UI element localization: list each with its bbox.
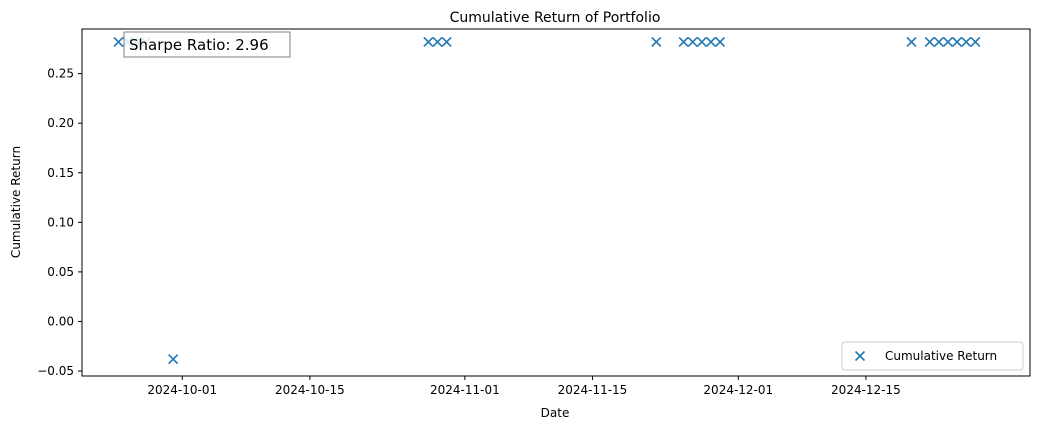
data-point <box>687 36 698 47</box>
data-point <box>715 36 726 47</box>
y-tick-label: 0.15 <box>47 166 74 180</box>
data-point <box>696 36 707 47</box>
y-axis-label: Cumulative Return <box>9 146 23 258</box>
x-tick-label: 2024-12-15 <box>831 383 901 397</box>
axes: 2024-10-01 2024-10-15 2024-11-01 2024-11-15… <box>37 67 901 397</box>
data-point <box>961 36 972 47</box>
annotation-text: Sharpe Ratio: 2.96 <box>129 36 269 54</box>
data-point <box>113 36 124 47</box>
x-tick-label: 2024-11-15 <box>558 383 628 397</box>
y-tick-label: 0.25 <box>47 67 74 81</box>
y-tick-label: 0.20 <box>47 116 74 130</box>
data-point <box>678 36 689 47</box>
y-tick-label: −0.05 <box>37 364 74 378</box>
data-point <box>651 36 662 47</box>
data-point <box>423 36 434 47</box>
data-point <box>970 36 981 47</box>
legend-frame <box>841 341 1024 371</box>
data-point <box>952 36 963 47</box>
plot-frame <box>81 28 1031 377</box>
x-tick-label: 2024-12-01 <box>703 383 773 397</box>
data-point <box>432 36 443 47</box>
data-point <box>933 36 944 47</box>
x-tick-label: 2024-10-15 <box>275 383 345 397</box>
data-point <box>906 36 917 47</box>
legend: Cumulative Return <box>841 341 1024 371</box>
data-point <box>705 36 717 47</box>
y-tick-label: 0.00 <box>47 314 74 328</box>
x-tick-label: 2024-10-01 <box>147 383 217 397</box>
data-point <box>168 354 179 365</box>
y-tick-label: 0.10 <box>47 215 74 229</box>
plot-area <box>113 36 981 365</box>
data-point <box>942 36 954 47</box>
x-tick-label: 2024-11-01 <box>430 383 500 397</box>
chart-title: Cumulative Return of Portfolio <box>450 10 661 26</box>
data-point <box>924 36 935 47</box>
x-axis-label: Date <box>541 406 570 420</box>
y-tick-label: 0.05 <box>47 265 74 279</box>
legend-label: Cumulative Return <box>885 349 997 363</box>
annotation-frame <box>123 31 291 58</box>
legend-marker-x-icon <box>854 350 866 362</box>
sharpe-annotation: Sharpe Ratio: 2.96 <box>123 31 291 58</box>
data-point <box>441 36 452 47</box>
